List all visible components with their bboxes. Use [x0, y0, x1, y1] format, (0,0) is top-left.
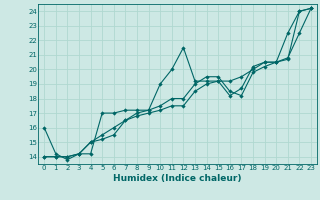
X-axis label: Humidex (Indice chaleur): Humidex (Indice chaleur): [113, 174, 242, 183]
